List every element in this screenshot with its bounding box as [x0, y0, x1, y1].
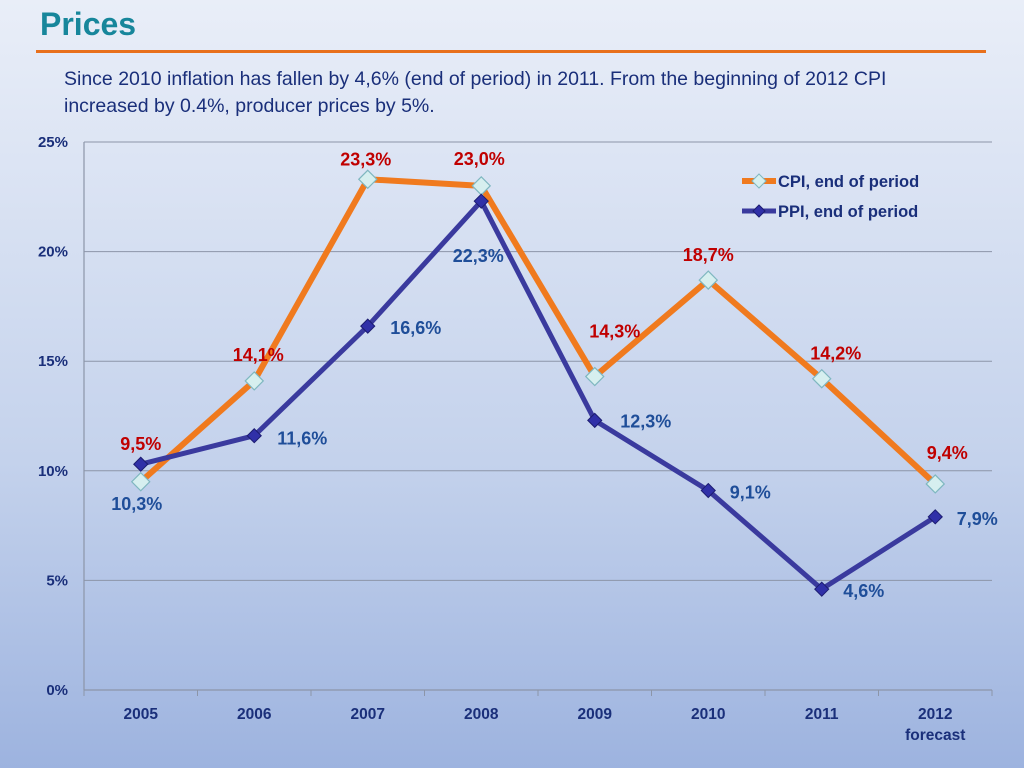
x-tick-label: 2011 [805, 706, 839, 723]
ppi-point [700, 482, 716, 499]
cpi-data-label: 23,3% [340, 149, 391, 169]
ppi-point [360, 318, 376, 334]
y-tick-label: 15% [38, 353, 68, 370]
cpi-point [811, 368, 832, 389]
page-description: Since 2010 inflation has fallen by 4,6% … [64, 68, 887, 117]
cpi-point [357, 169, 378, 190]
ppi-point [587, 412, 603, 429]
ppi-data-label: 10,3% [111, 494, 162, 514]
ppi-data-label: 16,6% [390, 318, 441, 338]
x-tick-label: 2005 [124, 706, 159, 723]
cpi-data-label: 18,7% [683, 245, 734, 265]
y-tick-label: 10% [38, 463, 68, 480]
ppi-data-label: 12,3% [620, 411, 671, 431]
ppi-data-label: 22,3% [453, 246, 504, 266]
cpi-data-label: 14,1% [233, 345, 284, 365]
cpi-line [137, 176, 939, 487]
ppi-line [138, 198, 938, 592]
y-tick-label: 5% [46, 572, 68, 589]
cpi-point [698, 270, 719, 290]
ppi-point [133, 456, 149, 472]
x-tick-label: 2007 [351, 706, 385, 723]
x-tick-label: 2009 [578, 706, 613, 723]
x-tick-label: 2012 forecast [905, 706, 965, 744]
title-divider [36, 50, 986, 53]
cpi-data-label: 9,5% [120, 434, 161, 454]
ppi-point [927, 509, 943, 525]
cpi-data-label: 14,3% [589, 322, 640, 342]
ppi-data-label: 7,9% [957, 509, 998, 529]
legend-ppi-marker [752, 204, 766, 218]
y-tick-label: 20% [38, 244, 68, 261]
cpi-data-label: 9,4% [927, 443, 968, 463]
ppi-data-label: 9,1% [730, 483, 771, 503]
cpi-point [925, 474, 946, 494]
cpi-point [244, 371, 265, 391]
ppi-point [246, 428, 262, 444]
legend-cpi-marker [751, 173, 767, 189]
legend-cpi-label: CPI, end of period [778, 173, 919, 191]
page-title: Prices [40, 6, 137, 42]
x-tick-label: 2010 [691, 706, 725, 723]
x-tick-label: 2008 [464, 706, 499, 723]
cpi-data-label: 14,2% [810, 344, 861, 364]
ppi-data-label: 11,6% [277, 429, 327, 449]
ppi-point [814, 581, 830, 597]
y-tick-label: 0% [46, 682, 68, 699]
cpi-point [130, 471, 151, 492]
legend-ppi-label: PPI, end of period [778, 203, 918, 221]
y-tick-label: 25% [38, 134, 68, 151]
ppi-point [473, 193, 489, 209]
ppi-data-label: 4,6% [843, 581, 884, 601]
cpi-data-label: 23,0% [454, 149, 505, 169]
x-tick-label: 2006 [237, 706, 272, 723]
cpi-point [584, 366, 605, 387]
